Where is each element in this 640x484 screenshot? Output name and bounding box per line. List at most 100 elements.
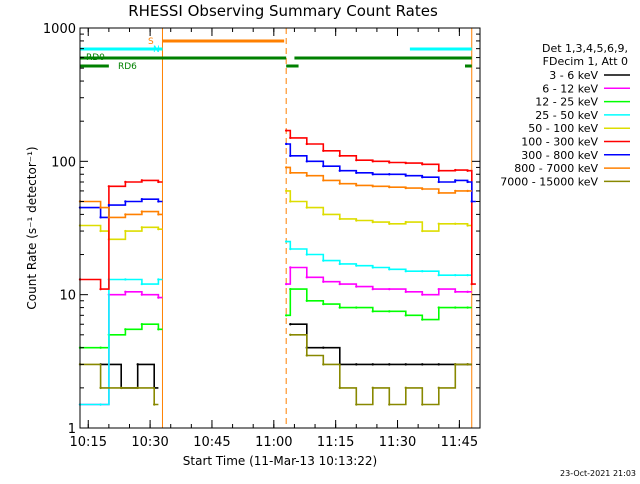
series-point-6 <box>454 179 457 182</box>
series-point-6 <box>437 180 440 184</box>
series-point-5 <box>99 287 102 291</box>
series-point-2 <box>124 328 127 331</box>
series-point-1 <box>355 285 358 288</box>
series-point-4 <box>371 220 374 224</box>
series-point-4 <box>124 229 127 233</box>
series-point-7 <box>107 216 111 219</box>
series-point-6 <box>107 203 111 207</box>
series-point-0 <box>437 363 440 366</box>
night-flag-label: N <box>153 45 160 55</box>
series-point-4 <box>99 229 102 233</box>
series-point-5 <box>371 160 374 163</box>
series-point-8 <box>355 403 358 406</box>
series-point-1 <box>289 266 292 269</box>
series-point-6 <box>322 164 325 168</box>
y-tick-label: 1 <box>68 422 76 437</box>
series-point-1 <box>338 282 341 286</box>
series-line-4 <box>80 224 163 241</box>
series-line-8 <box>290 334 472 406</box>
series-point-8 <box>136 386 139 390</box>
series-point-8 <box>322 363 325 366</box>
series-point-1 <box>371 287 374 291</box>
legend-entry-label: 25 - 50 keV <box>535 109 598 122</box>
legend-entry-label: 100 - 300 keV <box>521 136 598 149</box>
series-point-3 <box>421 269 424 273</box>
series-point-7 <box>140 210 144 213</box>
series-point-2 <box>421 318 424 321</box>
series-line-1 <box>286 266 472 296</box>
series-point-2 <box>99 346 102 349</box>
series-point-2 <box>466 306 469 309</box>
series-point-5 <box>437 169 440 172</box>
series-point-1 <box>124 290 127 294</box>
series-point-0 <box>371 363 374 366</box>
series-point-6 <box>371 173 374 176</box>
rd6-flag-label: RD6 <box>118 62 137 72</box>
y-tick-label: 1000 <box>43 22 76 37</box>
series-line-6 <box>80 198 163 219</box>
series-point-1 <box>322 280 325 283</box>
series-point-3 <box>99 403 102 406</box>
series-point-5 <box>140 179 144 182</box>
series-point-2 <box>305 299 309 302</box>
legend-entry-label: 7000 - 15000 keV <box>500 175 598 188</box>
series-point-5 <box>284 129 288 132</box>
series-point-4 <box>421 229 424 233</box>
series-point-4 <box>157 227 160 231</box>
series-point-1 <box>437 287 440 291</box>
legend-entry-label: 50 - 100 keV <box>528 122 598 135</box>
series-point-4 <box>305 206 309 209</box>
series-point-0 <box>421 363 424 366</box>
series-point-4 <box>404 220 407 224</box>
series-point-2 <box>338 306 341 309</box>
series-point-3 <box>322 259 325 262</box>
plot-frame <box>79 27 481 429</box>
series-point-8 <box>338 386 341 390</box>
x-tick-label: 10:15 <box>70 435 107 450</box>
series-point-5 <box>355 158 358 162</box>
series-point-7 <box>124 213 127 216</box>
series-point-8 <box>437 386 440 390</box>
series-point-4 <box>140 226 144 229</box>
series-point-4 <box>437 222 440 226</box>
series-line-3 <box>286 240 472 276</box>
chart-title: RHESSI Observing Summary Count Rates <box>128 2 438 20</box>
series-point-7 <box>355 184 358 187</box>
series-point-1 <box>421 293 424 296</box>
series-point-2 <box>140 323 144 326</box>
series-point-1 <box>157 296 160 299</box>
series-point-8 <box>99 386 102 390</box>
series-line-7 <box>80 200 163 219</box>
series-point-8 <box>454 363 457 366</box>
series-point-3 <box>355 264 358 267</box>
legend-entry-label: 6 - 12 keV <box>542 82 598 95</box>
series-line-5 <box>80 179 163 290</box>
series-point-5 <box>322 149 325 152</box>
series-point-7 <box>371 185 374 188</box>
series-point-8 <box>388 403 391 406</box>
x-tick-label: 11:00 <box>255 435 292 450</box>
x-tick-label: 11:30 <box>379 435 416 450</box>
series-point-7 <box>305 174 309 177</box>
series-point-7 <box>157 213 160 216</box>
series-point-8 <box>404 386 407 390</box>
series-point-3 <box>284 240 288 243</box>
series-point-5 <box>124 180 127 184</box>
series-point-5 <box>305 142 309 146</box>
series-point-0 <box>289 323 292 326</box>
series-point-1 <box>388 287 391 291</box>
series-point-3 <box>157 278 160 281</box>
saa-flag-label: S <box>148 37 154 47</box>
series-point-0 <box>404 363 407 366</box>
series-point-1 <box>466 290 469 294</box>
x-tick-label: 11:45 <box>441 435 478 450</box>
series-point-2 <box>454 306 457 309</box>
series-point-7 <box>338 182 341 185</box>
series-point-7 <box>466 189 469 193</box>
series-point-0 <box>388 363 391 366</box>
series-line-0 <box>290 323 472 366</box>
series-point-5 <box>107 185 111 188</box>
x-axis-label: Start Time (11-Mar-13 10:13:22) <box>183 454 377 468</box>
